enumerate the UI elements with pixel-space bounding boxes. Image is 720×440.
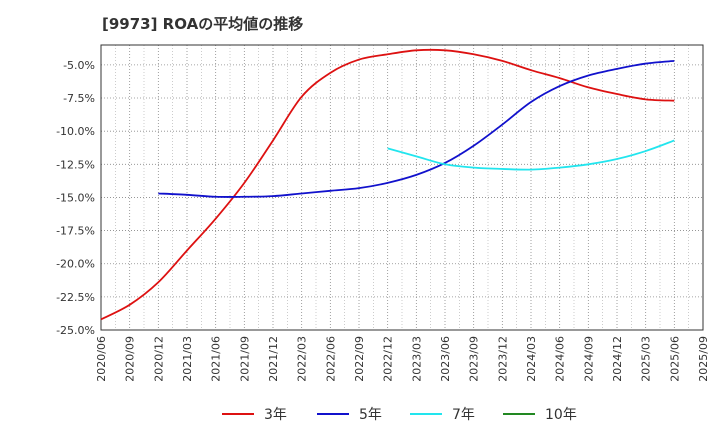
y-tick-label: -25.0% xyxy=(56,324,95,337)
x-tick-label: 2020/09 xyxy=(124,336,137,382)
legend-label: 5年 xyxy=(359,407,382,423)
y-tick-label: -15.0% xyxy=(56,191,95,204)
series-line-3年 xyxy=(100,48,675,321)
x-tick-label: 2022/06 xyxy=(324,336,337,382)
x-tick-label: 2021/03 xyxy=(181,336,194,382)
x-tick-label: 2021/09 xyxy=(238,336,251,382)
x-tick-label: 2021/12 xyxy=(267,336,280,382)
series-line-5年 xyxy=(158,60,675,198)
x-tick-label: 2024/09 xyxy=(582,336,595,382)
series-lines xyxy=(100,48,675,321)
x-tick-label: 2025/06 xyxy=(668,336,681,382)
x-tick-label: 2023/09 xyxy=(468,336,481,382)
y-tick-label: -5.0% xyxy=(63,59,95,72)
x-tick-label: 2025/03 xyxy=(640,336,653,382)
legend-label: 3年 xyxy=(264,407,287,423)
x-tick-label: 2025/09 xyxy=(697,336,710,382)
y-tick-label: -20.0% xyxy=(56,258,95,271)
y-axis-tick-labels: -5.0% -7.5% -10.0% -12.5% -15.0% -17.5% -20.0%… xyxy=(56,59,95,337)
x-tick-label: 2022/03 xyxy=(296,336,309,382)
x-tick-label: 2024/12 xyxy=(611,336,624,382)
x-tick-label: 2020/12 xyxy=(152,336,165,382)
x-tick-label: 2020/06 xyxy=(95,336,108,382)
x-tick-label: 2024/06 xyxy=(554,336,567,382)
x-tick-label: 2023/12 xyxy=(496,336,509,382)
x-axis-tick-labels: 2020/06 2020/09 2020/12 2021/03 2021/06 2021/… xyxy=(95,336,710,382)
chart-title: [9973] ROAの平均値の推移 xyxy=(102,15,304,33)
x-tick-label: 2022/09 xyxy=(353,336,366,382)
y-tick-label: -22.5% xyxy=(56,291,95,304)
y-tick-label: -7.5% xyxy=(63,92,95,105)
x-tick-label: 2024/03 xyxy=(525,336,538,382)
legend-label: 10年 xyxy=(545,407,577,423)
x-tick-label: 2023/06 xyxy=(439,336,452,382)
x-tick-label: 2023/03 xyxy=(410,336,423,382)
series-line-7年 xyxy=(387,139,675,171)
x-tick-label: 2021/06 xyxy=(210,336,223,382)
legend-label: 7年 xyxy=(452,407,475,423)
y-tick-label: -10.0% xyxy=(56,125,95,138)
legend: 3年 5年 7年 10年 xyxy=(222,407,577,423)
y-tick-label: -17.5% xyxy=(56,225,95,238)
plot-frame xyxy=(100,44,704,331)
y-tick-label: -12.5% xyxy=(56,158,95,171)
x-tick-label: 2022/12 xyxy=(382,336,395,382)
